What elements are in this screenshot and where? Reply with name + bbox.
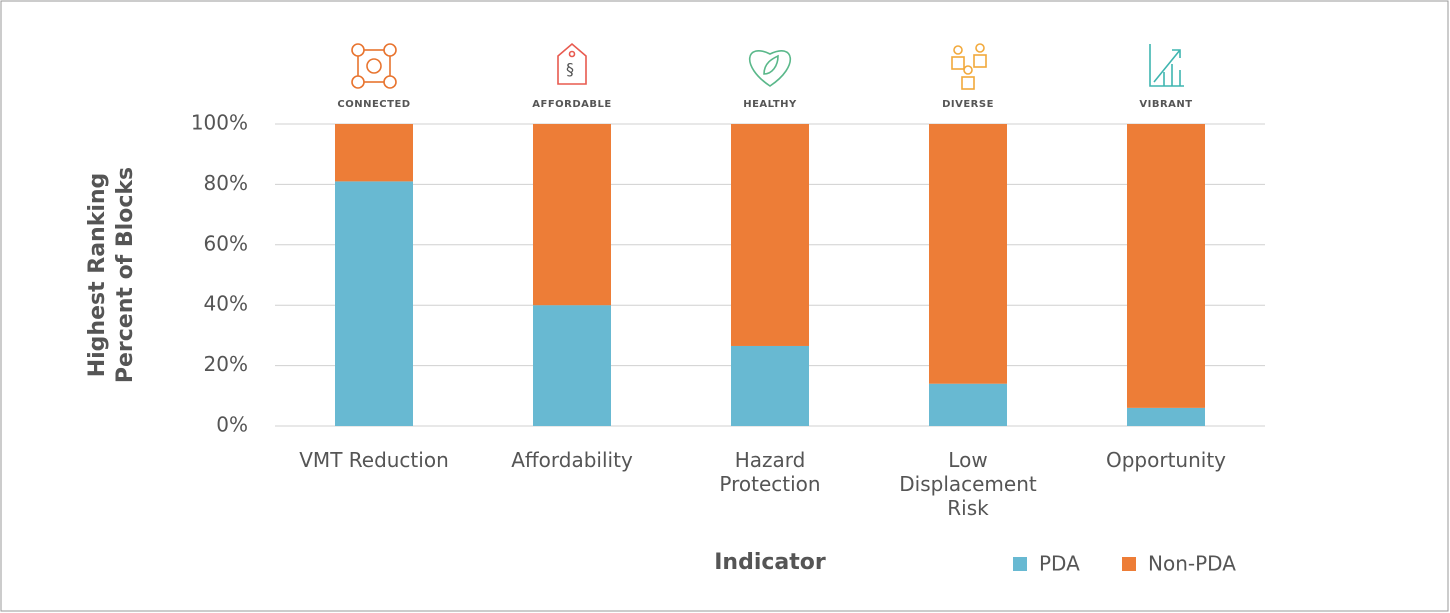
icon-label: VIBRANT xyxy=(1139,99,1192,110)
bar-segment xyxy=(731,345,809,426)
x-tick-label: Hazard Protection xyxy=(719,448,821,496)
icon xyxy=(973,54,987,68)
icon xyxy=(357,49,391,83)
bar-segment xyxy=(929,383,1007,426)
icon xyxy=(975,43,985,53)
icon-label: DIVERSE xyxy=(942,99,994,110)
icon-label: AFFORDABLE xyxy=(532,99,611,110)
icon xyxy=(763,54,779,75)
y-axis-label: Percent of Blocks xyxy=(113,167,138,383)
icon xyxy=(351,43,365,57)
icon xyxy=(351,75,365,89)
y-tick-label: 20% xyxy=(204,352,248,376)
icon xyxy=(748,50,792,87)
x-tick-label: VMT Reduction xyxy=(299,448,449,472)
bar-segment xyxy=(335,181,413,426)
icon xyxy=(1153,49,1181,83)
y-axis-label: Highest Ranking xyxy=(85,173,110,378)
icon xyxy=(953,45,963,55)
icon xyxy=(366,58,382,74)
legend-label: Non-PDA xyxy=(1148,552,1236,576)
legend-swatch xyxy=(1122,557,1136,571)
legend-swatch xyxy=(1013,557,1027,571)
bar-segment xyxy=(1127,407,1205,426)
icon xyxy=(383,43,397,57)
bar-segment xyxy=(533,124,611,306)
icon-label: CONNECTED xyxy=(337,99,410,110)
icon-label: HEALTHY xyxy=(743,99,797,110)
icon xyxy=(961,76,975,90)
legend-label: PDA xyxy=(1039,552,1080,576)
x-axis-label: Indicator xyxy=(714,550,826,575)
icon: § xyxy=(566,60,574,79)
bar-segment xyxy=(533,305,611,426)
y-tick-label: 100% xyxy=(191,111,248,135)
bar-segment xyxy=(335,124,413,182)
icon xyxy=(963,65,973,75)
y-tick-label: 80% xyxy=(204,171,248,195)
icon xyxy=(568,50,576,58)
y-tick-label: 40% xyxy=(204,292,248,316)
icon xyxy=(383,75,397,89)
bar-segment xyxy=(929,124,1007,384)
bar-segment xyxy=(1127,124,1205,408)
x-tick-label: Opportunity xyxy=(1105,448,1227,472)
icon xyxy=(951,56,965,70)
x-tick-label: Affordability xyxy=(511,448,633,472)
bar-segment xyxy=(731,124,809,346)
y-tick-label: 0% xyxy=(216,413,248,437)
icon xyxy=(557,42,587,85)
x-tick-label: Low Displacement Risk xyxy=(899,448,1037,520)
y-tick-label: 60% xyxy=(204,231,248,255)
